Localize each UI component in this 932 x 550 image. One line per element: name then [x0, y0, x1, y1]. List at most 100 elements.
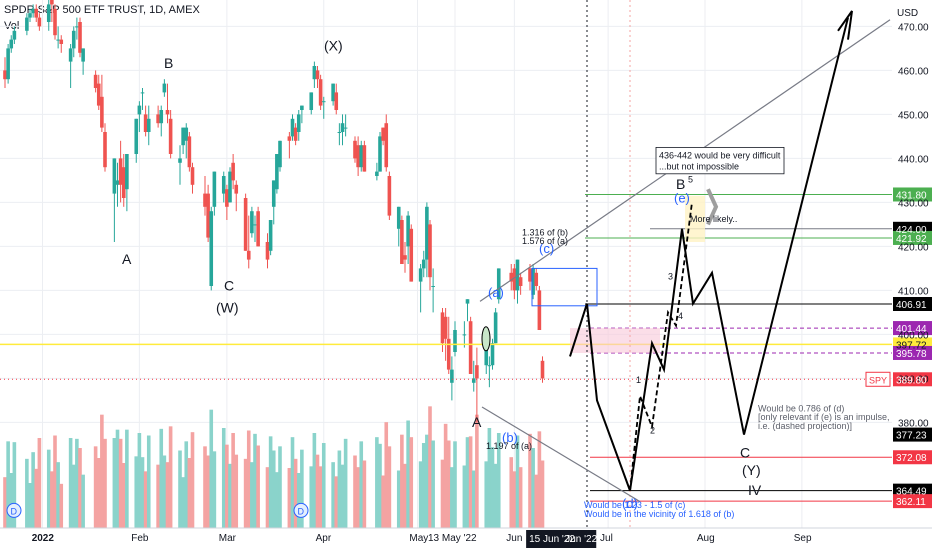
volume-bar: [212, 451, 217, 528]
candle-body: [221, 176, 226, 194]
volume-bar: [231, 433, 235, 528]
price-tag-421.92: 421.92: [896, 234, 927, 245]
annotation-ratio-3: i.e. (dashed projection)]: [758, 421, 852, 431]
wave-marker-ellipse: [481, 326, 491, 352]
price-tag-431.80: 431.80: [896, 190, 927, 201]
time-tick-Mar: Mar: [219, 533, 237, 544]
price-tag-401.44: 401.44: [896, 324, 927, 335]
wave-label-C-proj: C: [740, 445, 750, 461]
candle-body: [78, 22, 82, 53]
candle-body: [187, 136, 192, 168]
candle-body: [59, 39, 64, 44]
volume-bar: [112, 438, 117, 528]
date-highlight-label: 15 Jun '22: [529, 534, 575, 545]
volume-bar: [475, 414, 479, 528]
candle-body: [25, 17, 29, 31]
annotation-fib-b1: 1.316 of (b): [522, 227, 568, 237]
volume-bar: [243, 458, 248, 528]
candle-body: [387, 176, 392, 216]
volume-bar: [403, 463, 407, 528]
volume-bar: [96, 458, 101, 528]
price-tag-372.08: 372.08: [896, 453, 927, 464]
volume-bar: [184, 441, 189, 528]
candle-body: [34, 8, 39, 18]
candle-body: [428, 224, 432, 278]
candle-body: [518, 277, 523, 286]
candle-body: [490, 343, 495, 366]
candle-body: [537, 290, 542, 330]
volume-bar: [465, 437, 470, 528]
candle-body: [115, 180, 120, 185]
candle-body: [315, 70, 320, 80]
candle-body: [271, 180, 276, 207]
price-tag-bg: [893, 427, 932, 442]
volume-bar: [3, 477, 7, 528]
annotation-fib-b2: 1.576 of (a): [522, 236, 568, 246]
candle-body: [228, 171, 232, 203]
channel-lower-line: [481, 406, 641, 503]
volume-bar: [425, 434, 429, 528]
wave-label-4: 4: [678, 311, 683, 321]
candle-body: [265, 242, 270, 260]
volume-bar: [250, 462, 254, 528]
price-tick-label: 440.00: [898, 154, 929, 165]
candle-body: [50, 0, 54, 5]
annotation-vicinity-2: Would be in the vicinity of 1.618 of (b): [584, 509, 734, 519]
volume-bars: [3, 406, 545, 528]
candle-body: [112, 158, 117, 194]
price-tag-397.72: 397.72: [896, 340, 927, 351]
volume-bar: [512, 471, 517, 528]
candle-body: [512, 268, 517, 291]
candle-body: [231, 162, 235, 181]
candle-body: [9, 39, 14, 49]
candle-body: [268, 220, 273, 251]
volume-bar: [256, 445, 260, 528]
candle-body: [12, 30, 17, 40]
wave-c-box: [531, 267, 598, 307]
candle-body: [450, 369, 454, 383]
volume-bar: [100, 414, 104, 528]
candle-body: [290, 118, 295, 137]
price-axis: [892, 0, 932, 550]
wave-label-W: (W): [216, 299, 239, 315]
volume-bar: [537, 431, 542, 528]
volume-bar: [418, 461, 423, 528]
volume-bar: [518, 467, 523, 528]
candle-body: [190, 167, 195, 185]
candle-body: [178, 158, 182, 163]
wave-label-A-may: A: [472, 414, 482, 430]
candle-body: [318, 79, 323, 106]
candle-body: [162, 83, 167, 93]
price-tag-406.91: 406.91: [896, 300, 927, 311]
volume-bar: [375, 437, 379, 528]
volume-bar: [487, 428, 492, 528]
volume-bar: [46, 449, 51, 528]
volume-bar: [190, 432, 195, 528]
candle-body: [137, 105, 142, 115]
volume-bar: [396, 470, 401, 528]
price-tag-389.80: 389.80: [896, 375, 927, 386]
price-tick-label: 470.00: [898, 22, 929, 33]
candle-body: [465, 299, 470, 304]
volume-bar: [509, 457, 514, 528]
volume-bar: [34, 468, 39, 528]
volume-bar: [56, 462, 60, 528]
date-highlight-bg: [560, 530, 597, 548]
candle-body: [184, 127, 189, 141]
candle-body: [487, 365, 492, 367]
wave-label-IV: IV: [748, 482, 762, 498]
candle-body: [287, 136, 292, 141]
volume-bar: [400, 434, 404, 528]
candle-body: [334, 92, 339, 110]
candle-body: [312, 66, 317, 80]
annotation-ratio-2: [only relevant if (e) is an impulse,: [758, 412, 890, 422]
volume-bar: [362, 460, 367, 528]
volume-bar: [146, 435, 151, 528]
candle-body: [331, 83, 335, 102]
volume-bar: [471, 470, 476, 528]
candle-body: [206, 193, 210, 238]
volume-bar: [162, 455, 167, 528]
wave-label-e: (e): [674, 190, 690, 205]
candle-body: [243, 198, 248, 251]
